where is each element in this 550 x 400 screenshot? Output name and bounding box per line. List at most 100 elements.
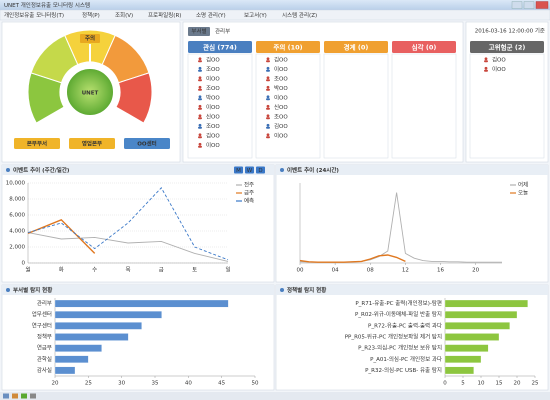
menu-item[interactable]: 소명 관리(Y) (196, 11, 226, 19)
x-tick-label: 금 (159, 267, 164, 274)
level-title[interactable]: 관심 (774) (203, 43, 237, 52)
person-icon (266, 114, 270, 118)
status-icon[interactable] (30, 393, 36, 399)
y-tick-label: P_R32-의심-PC USB- 유출 탐지 (365, 366, 442, 374)
period-button-label[interactable]: W (247, 168, 253, 174)
y-tick-label: P_A01-의심-PC 개인정보 과다 (370, 355, 442, 363)
level-list (187, 53, 253, 159)
person-name[interactable]: 이OO (274, 132, 288, 140)
person-icon (266, 104, 270, 108)
unit-button[interactable] (14, 138, 60, 149)
person-name[interactable]: 이OO (274, 65, 288, 73)
y-tick-label: 연금부 (37, 344, 52, 352)
x-tick-label: 10 (478, 381, 485, 387)
x-tick-label: 25 (85, 381, 92, 387)
level-header (188, 41, 252, 53)
person-icon (198, 60, 202, 63)
status-icon[interactable] (12, 393, 18, 399)
high-risk-header (470, 41, 544, 53)
unit-button[interactable] (69, 138, 115, 149)
person-icon (266, 66, 270, 70)
menu-item[interactable]: 보고서(Y) (244, 11, 267, 19)
person-name[interactable]: 조OO (206, 85, 220, 92)
legend-label: 어제 (518, 181, 528, 189)
person-name[interactable]: 조OO (274, 76, 288, 83)
bar (444, 299, 528, 308)
person-name[interactable]: 이OO (492, 65, 506, 73)
level-title[interactable]: 심각 (0) (412, 43, 437, 52)
minimize-button[interactable] (511, 1, 523, 9)
person-icon (198, 85, 202, 89)
y-tick-label: 관리부 (37, 299, 52, 307)
gauge-label-box (80, 34, 100, 43)
person-name[interactable]: 김OO (274, 123, 288, 130)
person-name[interactable]: 김OO (206, 133, 220, 140)
bar (444, 366, 474, 375)
unit-button-label[interactable]: 영업본부 (82, 140, 102, 148)
level-header (256, 41, 320, 53)
series-line (27, 187, 229, 261)
unit-button[interactable] (124, 138, 170, 149)
gauge-logo: UNET (82, 91, 99, 97)
period-button-label[interactable]: D (258, 168, 262, 174)
person-name[interactable]: 조OO (274, 114, 288, 121)
x-tick-label: 08 (367, 268, 374, 274)
person-icon (266, 85, 270, 89)
person-name[interactable]: 조OO (206, 123, 220, 130)
status-icon[interactable] (21, 393, 27, 399)
y-tick-label: P_R23-의심-PC 개인정보 보유 탐지 (358, 344, 442, 352)
level-title[interactable]: 경계 (0) (344, 43, 369, 52)
person-icon (266, 88, 270, 91)
person-icon (266, 98, 270, 101)
person-icon (266, 107, 270, 110)
x-tick-label: 04 (332, 268, 339, 274)
maximize-button[interactable] (523, 1, 535, 9)
person-icon (266, 95, 270, 99)
menu-item[interactable]: 조회(V) (115, 11, 133, 19)
y-tick-label: 2,000 (9, 245, 25, 251)
person-name[interactable]: 조OO (206, 66, 220, 73)
person-name[interactable]: 박OO (206, 94, 220, 102)
menu-item[interactable]: 시스템 관리(Z) (282, 11, 317, 19)
y-tick-label: 관학실 (37, 355, 52, 363)
menu-item[interactable]: 프로파일링(R) (148, 11, 181, 19)
person-icon (198, 107, 202, 110)
y-tick-label: P_R72-유출-PC 출력-출력 과다 (368, 321, 442, 329)
x-tick-label: 15 (496, 381, 503, 387)
period-button-label[interactable]: M (236, 168, 241, 174)
chart-header-icon (280, 288, 284, 292)
x-tick-label: 45 (218, 381, 225, 387)
period-button[interactable] (234, 166, 243, 174)
person-name[interactable]: 신OO (274, 103, 288, 111)
level-title[interactable]: 주의 (10) (273, 43, 302, 52)
bar (54, 355, 89, 364)
menu-item[interactable]: 정책(P) (82, 11, 100, 19)
unit-button-label[interactable]: OO센터 (137, 140, 156, 148)
x-tick-label: 12 (402, 268, 409, 274)
person-name[interactable]: 이OO (206, 141, 220, 149)
x-tick-label: 25 (532, 381, 539, 387)
person-name[interactable]: 김OO (274, 57, 288, 64)
dept-value[interactable]: 관리부 (215, 27, 230, 35)
x-tick-label: 35 (152, 381, 159, 387)
period-button[interactable] (245, 166, 254, 174)
close-button[interactable] (535, 1, 549, 9)
person-name[interactable]: 이OO (206, 103, 220, 111)
person-name[interactable]: 이OO (206, 75, 220, 83)
status-icon[interactable] (3, 393, 9, 399)
high-risk-title[interactable]: 고위험군 (2) (489, 43, 526, 52)
person-icon (198, 142, 202, 146)
person-icon (198, 88, 202, 91)
legend-label: 예측 (244, 197, 254, 205)
menu-item[interactable]: 개인정보유출 모니터링(T) (4, 11, 64, 19)
person-name[interactable]: 김OO (492, 57, 506, 64)
person-name[interactable]: 김OO (206, 57, 220, 64)
period-button[interactable] (256, 166, 265, 174)
bar (444, 344, 489, 352)
chart-header (2, 285, 274, 295)
person-name[interactable]: 이OO (274, 94, 288, 102)
unit-button-label[interactable]: 본부부서 (27, 140, 47, 148)
x-tick-label: 5 (461, 381, 465, 387)
person-name[interactable]: 박OO (274, 84, 288, 92)
person-name[interactable]: 신OO (206, 113, 220, 121)
